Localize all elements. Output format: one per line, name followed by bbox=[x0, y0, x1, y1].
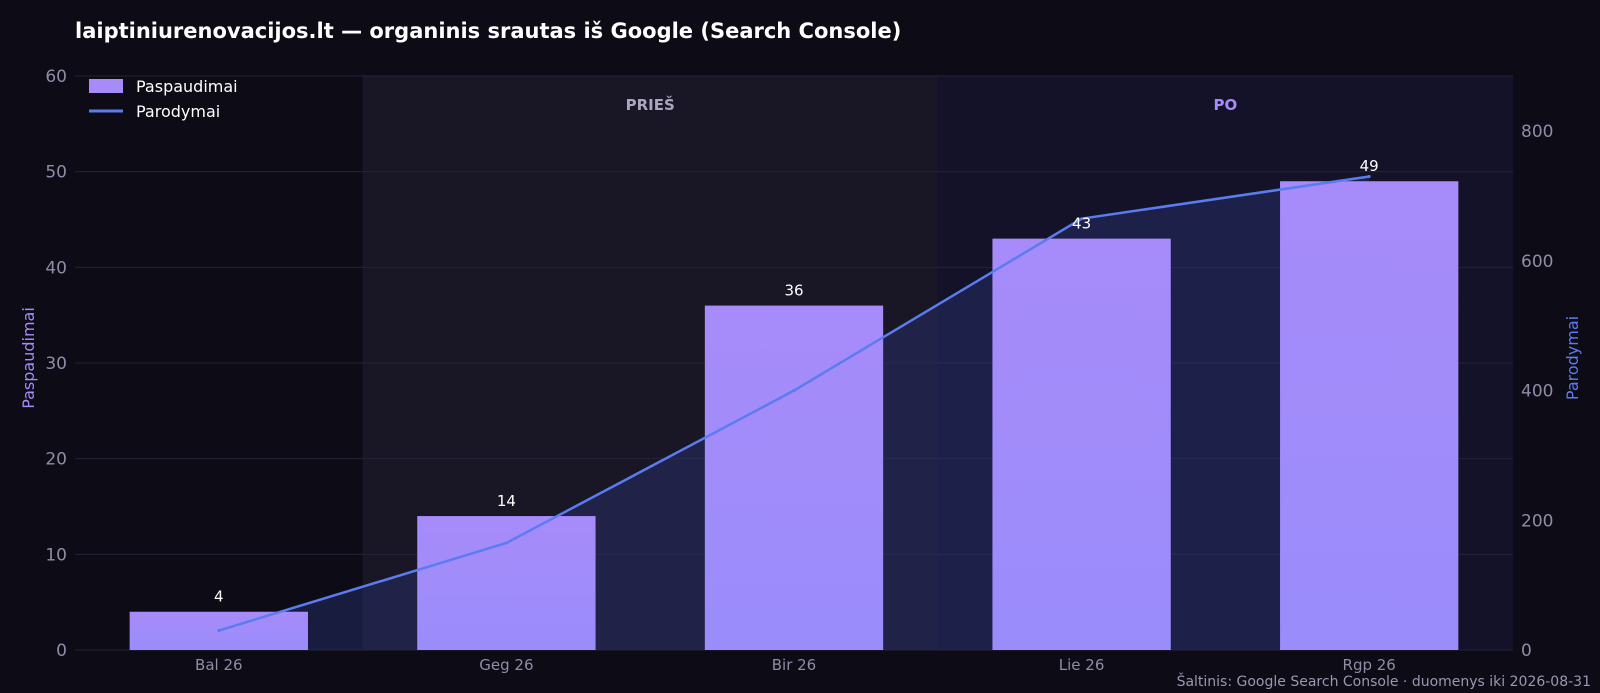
bar-label-Lie 26: 43 bbox=[1072, 215, 1091, 233]
left-tick-50: 50 bbox=[45, 163, 67, 183]
bar-label-Geg 26: 14 bbox=[497, 492, 516, 510]
bar-Rgp 26 bbox=[1280, 181, 1459, 650]
impressions-line bbox=[217, 175, 1371, 633]
right-y-axis-ticks: 0 200 400 600 800 bbox=[1521, 122, 1553, 661]
impressions-point-Bal 26 bbox=[217, 629, 221, 633]
right-tick-0: 0 bbox=[1521, 641, 1532, 661]
legend-label-parodymai: Parodymai bbox=[136, 102, 220, 121]
right-tick-800: 800 bbox=[1521, 122, 1553, 142]
right-tick-600: 600 bbox=[1521, 252, 1553, 272]
bar-Bir 26 bbox=[704, 305, 884, 650]
impressions-point-Rgp 26 bbox=[1367, 175, 1371, 179]
x-tick-Rgp 26: Rgp 26 bbox=[1343, 656, 1396, 674]
left-tick-10: 10 bbox=[45, 545, 67, 565]
band-label-0: PRIEŠ bbox=[626, 95, 675, 114]
left-tick-60: 60 bbox=[45, 67, 67, 87]
bar-label-Bir 26: 36 bbox=[784, 282, 803, 300]
left-tick-30: 30 bbox=[45, 354, 67, 374]
right-axis-label: Parodymai bbox=[1563, 316, 1582, 400]
right-tick-400: 400 bbox=[1521, 382, 1553, 402]
bar-Geg 26 bbox=[417, 516, 596, 650]
bar-label-Rgp 26: 49 bbox=[1360, 157, 1379, 175]
legend-swatch-paspaudimai bbox=[89, 79, 123, 93]
right-tick-200: 200 bbox=[1521, 511, 1553, 531]
left-tick-20: 20 bbox=[45, 450, 67, 470]
clicks-bars bbox=[129, 181, 1459, 650]
left-tick-40: 40 bbox=[45, 258, 67, 278]
left-axis-label: Paspaudimai bbox=[19, 307, 38, 409]
x-tick-Bal 26: Bal 26 bbox=[195, 656, 243, 674]
legend-label-paspaudimai: Paspaudimai bbox=[136, 77, 238, 96]
x-axis-ticks: Bal 26 Geg 26 Bir 26 Lie 26 Rgp 26 bbox=[195, 656, 1396, 674]
x-tick-Lie 26: Lie 26 bbox=[1059, 656, 1105, 674]
legend: Paspaudimai Parodymai bbox=[89, 77, 238, 121]
x-tick-Geg 26: Geg 26 bbox=[479, 656, 533, 674]
source-note: Šaltinis: Google Search Console · duomen… bbox=[1177, 672, 1591, 690]
bar-Lie 26 bbox=[992, 238, 1171, 650]
impressions-point-Lie 26 bbox=[1080, 217, 1084, 221]
left-y-axis-ticks: 0 10 20 30 40 50 60 bbox=[45, 67, 67, 661]
impressions-point-Bir 26 bbox=[792, 389, 796, 393]
bar-label-Bal 26: 4 bbox=[214, 588, 224, 606]
chart-title: laiptiniurenovacijos.lt — organinis srau… bbox=[75, 19, 901, 43]
impressions-point-Geg 26 bbox=[504, 541, 508, 545]
x-tick-Bir 26: Bir 26 bbox=[772, 656, 816, 674]
bar-data-labels: 4 14 36 43 49 bbox=[214, 157, 1379, 606]
band-label-1: PO bbox=[1214, 96, 1238, 114]
left-tick-0: 0 bbox=[56, 641, 67, 661]
